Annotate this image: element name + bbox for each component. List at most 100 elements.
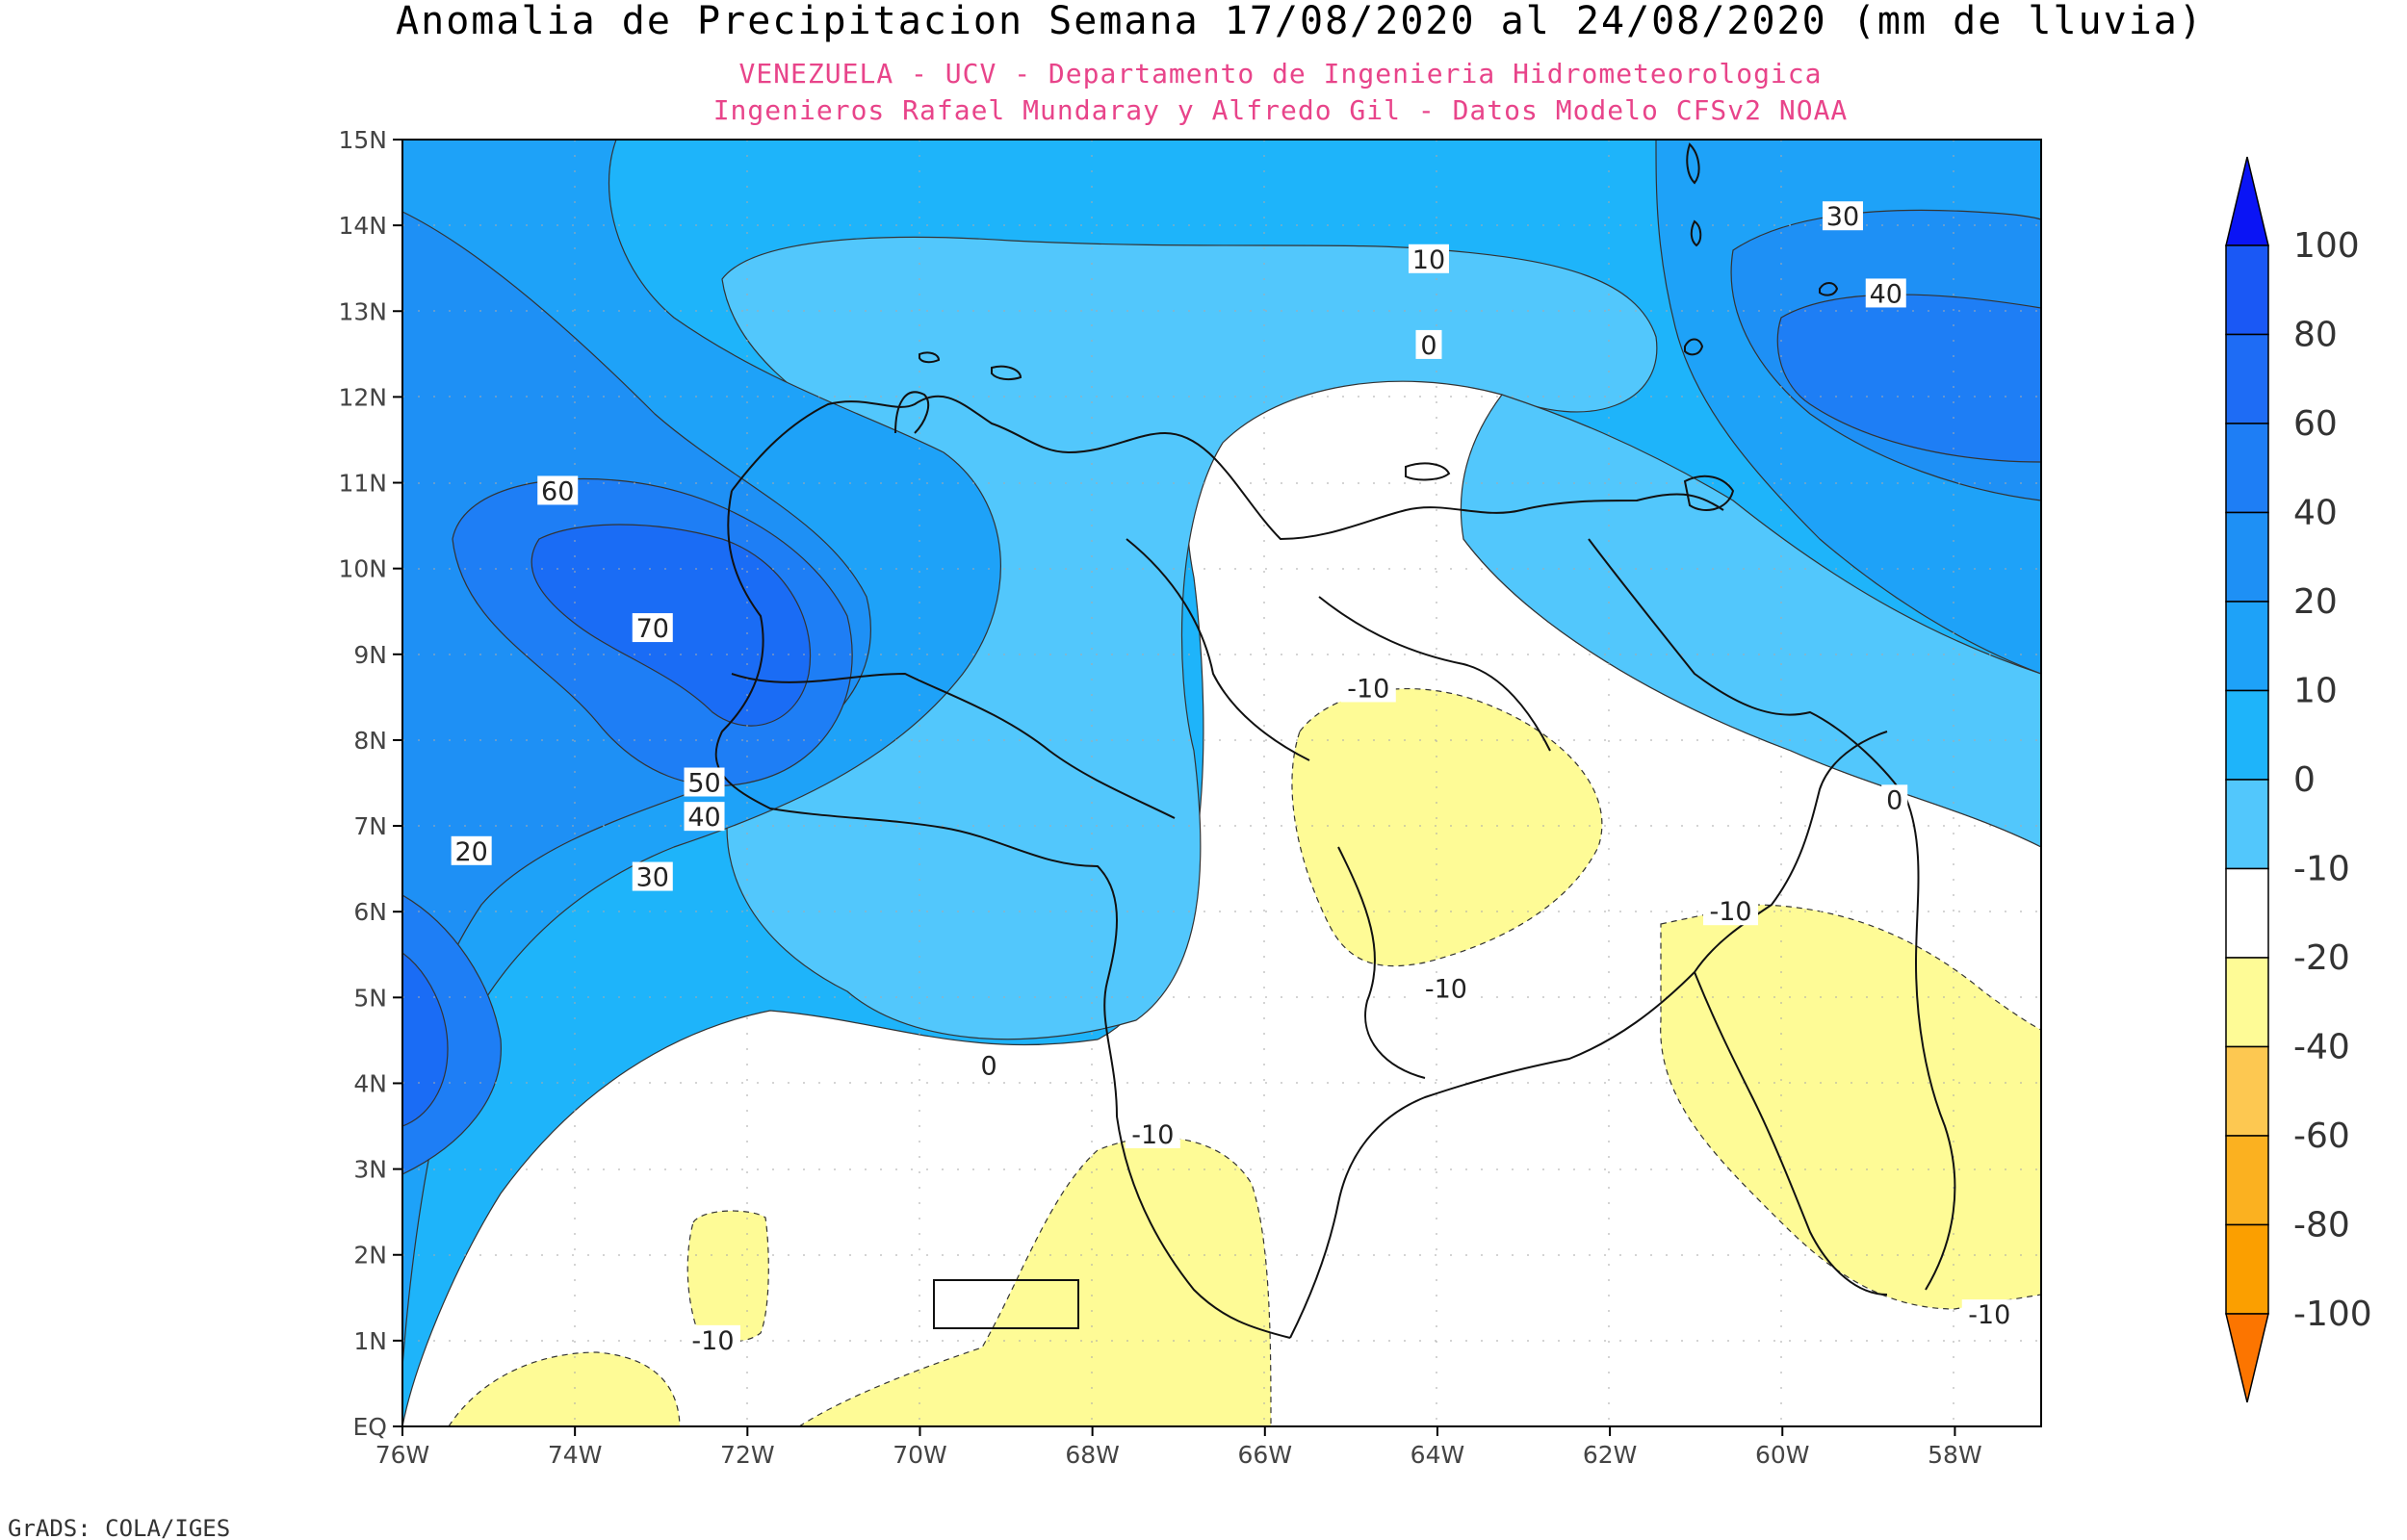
island-trinidad (1683, 475, 1735, 511)
colorbar-swatch (2225, 689, 2269, 781)
lat-tick-label: 3N (353, 1156, 387, 1184)
coastlines-and-borders (714, 142, 1956, 1339)
contour-label-bg (1408, 244, 1449, 273)
map-subtitle-line2: Ingenieros Rafael Mundaray y Alfredo Gil… (713, 94, 1849, 126)
border-colombia-south (933, 1279, 1079, 1329)
colorbar-label: -60 (2293, 1116, 2350, 1156)
contour-label: 40 (687, 803, 720, 833)
lon-tick-label: 74W (548, 1441, 603, 1469)
contour-label: 40 (1870, 279, 1902, 309)
anomaly-negative-east (1660, 904, 2041, 1310)
contour-label: -10 (1968, 1300, 2010, 1330)
lat-tick-label: EQ (353, 1413, 387, 1441)
contour-label: -10 (1131, 1120, 1174, 1150)
border-colombia-venezuela (714, 490, 1291, 1339)
border-venezuela-brazil (1289, 971, 1695, 1339)
map-subtitle-line1: VENEZUELA - UCV - Departamento de Ingeni… (738, 58, 1822, 90)
contour-label-bg (1865, 278, 1906, 308)
colorbar-label: -100 (2293, 1295, 2372, 1334)
colorbar-swatch (2225, 601, 2269, 692)
anomaly-field: 60 70 50 40 30 20 10 0 0 30 40 0 -10 -10 -10 -10 -10 -10 (402, 140, 2041, 1426)
border-venezuela-interior-1 (1126, 538, 1310, 761)
island-barbados (1819, 282, 1839, 296)
anomaly-negative-central (1291, 687, 1603, 967)
lat-tick-label: 5N (353, 984, 387, 1012)
map-frame (401, 139, 2042, 1427)
colorbar-label: 10 (2293, 672, 2338, 711)
contour-label: 50 (687, 769, 720, 799)
lon-tick-label: 60W (1755, 1441, 1810, 1469)
coastline-paraguana (894, 391, 930, 434)
lat-tick-label: 15N (338, 126, 387, 154)
lon-tick-label: 66W (1238, 1441, 1293, 1469)
contour-label-bg (537, 475, 579, 505)
contour-label: 30 (636, 863, 669, 893)
contour-label-bg (1822, 201, 1863, 231)
lon-tick-label: 72W (720, 1441, 775, 1469)
coastline-caribbean (731, 395, 1724, 541)
lon-tick-label: 64W (1411, 1441, 1465, 1469)
colorbar-swatch (2225, 957, 2269, 1048)
contour-label: 0 (981, 1052, 997, 1082)
contour-label-bg (1418, 973, 1474, 1003)
island-margarita (1405, 462, 1451, 481)
contour-label-bg (684, 802, 725, 832)
contour-label: 10 (1412, 245, 1445, 275)
contour-label: -10 (1347, 674, 1389, 704)
contour-label: -10 (1709, 897, 1751, 927)
lat-tick-label: 6N (353, 898, 387, 926)
colorbar-label: 60 (2293, 404, 2338, 444)
colorbar-label: -20 (2293, 938, 2350, 978)
lat-tick-label: 8N (353, 727, 387, 755)
colorbar-label: 40 (2293, 494, 2338, 533)
island-lesser-antilles (1686, 142, 1702, 247)
border-colombia-interior (731, 672, 1176, 819)
grads-credit: GrADS: COLA/IGES (8, 1515, 230, 1540)
island-grenada (1684, 338, 1704, 356)
contour-label-bg (632, 861, 673, 891)
lat-tick-label: 11N (338, 470, 387, 498)
contour-label-bg (684, 767, 725, 797)
lon-tick-label: 58W (1928, 1441, 1982, 1469)
border-guyana-brazil (1694, 971, 1888, 1296)
border-venezuela-interior-2 (1318, 596, 1551, 752)
lon-tick-label: 62W (1583, 1441, 1638, 1469)
border-suriname (1905, 798, 1956, 1291)
contour-label: 20 (454, 837, 487, 867)
colorbar-swatch (2225, 244, 2269, 336)
colorbar-swatch (2225, 333, 2269, 424)
lat-tick-label: 9N (353, 641, 387, 669)
contour-label: -10 (1425, 974, 1467, 1004)
contour-label: 30 (1826, 202, 1859, 232)
contour-label-bg (685, 1324, 740, 1354)
colorbar-bottom-arrow (2225, 1313, 2269, 1403)
border-venezuela-guyana (1694, 731, 1888, 973)
colorbar-swatch (2225, 1223, 2269, 1315)
colorbar-swatch (2225, 779, 2269, 870)
contour-label: 70 (636, 614, 669, 644)
map-title: Anomalia de Precipitacion Semana 17/08/2… (396, 0, 2204, 43)
lon-tick-label: 70W (893, 1441, 947, 1469)
lat-tick-label: 14N (338, 212, 387, 240)
contour-label-bg (1961, 1299, 2017, 1329)
border-venezuela-interior-3 (1337, 846, 1426, 1079)
colorbar-label: 80 (2293, 316, 2338, 355)
lat-tick-label: 4N (353, 1069, 387, 1097)
colorbar-label: 100 (2293, 226, 2360, 266)
latitude-axis: EQ 1N 2N 3N 4N 5N 6N 7N 8N 9N 10N 11N 12N 13N 14N 15N (338, 126, 402, 1441)
colorbar-label: -40 (2293, 1028, 2350, 1067)
contour-label: 0 (1420, 331, 1436, 361)
contour-labels: 60 70 50 40 30 20 10 0 0 30 40 0 -10 -10 -10 -10 -10 -10 (451, 201, 2017, 1356)
contour-label-bg (1125, 1118, 1180, 1148)
contour-label-bg (975, 1050, 1002, 1080)
anomaly-negative-southwest (448, 1351, 681, 1426)
contour-label-bg (1703, 896, 1759, 926)
lon-tick-label: 68W (1065, 1441, 1120, 1469)
lon-tick-label: 76W (375, 1441, 430, 1469)
island-curacao (991, 365, 1022, 381)
colorbar-swatch (2225, 1045, 2269, 1137)
anomaly-negative-south-central (797, 1137, 1272, 1426)
island-aruba (919, 351, 941, 364)
colorbar-swatch (2225, 1135, 2269, 1226)
